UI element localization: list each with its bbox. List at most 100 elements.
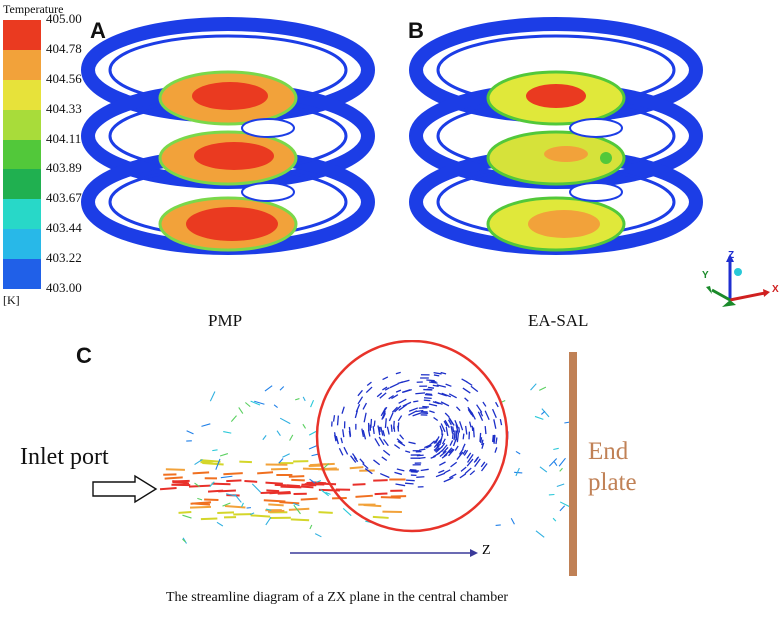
velocity-vector <box>471 425 474 431</box>
velocity-vector <box>467 406 473 414</box>
velocity-vector <box>459 473 467 479</box>
velocity-vector <box>211 482 231 486</box>
colorbar-tick-label: 403.67 <box>46 190 82 206</box>
velocity-vector <box>539 466 548 473</box>
velocity-vector <box>419 448 426 451</box>
velocity-vector <box>280 485 302 489</box>
velocity-vector <box>316 480 322 483</box>
velocity-vector <box>182 514 192 519</box>
velocity-vector <box>553 447 559 451</box>
streamline-diagram <box>92 340 577 576</box>
velocity-vector <box>279 386 285 391</box>
velocity-vector <box>450 461 458 468</box>
velocity-vector <box>209 391 216 402</box>
velocity-vector <box>363 504 382 508</box>
colorbar-segment <box>3 49 41 80</box>
velocity-vector <box>165 468 185 471</box>
colorbar-tick-label: 405.00 <box>46 11 82 26</box>
velocity-vector <box>340 437 344 444</box>
velocity-vector <box>352 483 366 486</box>
velocity-vector <box>553 461 558 466</box>
velocity-vector <box>399 434 405 440</box>
velocity-vector <box>552 517 557 522</box>
velocity-vector <box>365 386 373 394</box>
pmp-label: PMP <box>208 311 243 330</box>
velocity-vector <box>250 514 271 518</box>
velocity-vector <box>443 420 448 427</box>
velocity-vector <box>389 382 399 389</box>
colorbar-tick-label: 403.44 <box>46 220 82 236</box>
velocity-vector <box>197 497 203 501</box>
velocity-vector <box>309 478 316 484</box>
velocity-vector <box>495 524 501 526</box>
velocity-vector <box>394 471 403 476</box>
velocity-vector <box>372 515 389 519</box>
velocity-vector <box>465 381 473 386</box>
velocity-vector <box>335 435 339 445</box>
velocity-vector <box>436 443 442 449</box>
end-plate-label-line2: plate <box>588 469 637 496</box>
velocity-vector <box>215 458 221 470</box>
velocity-vector <box>404 482 414 485</box>
velocity-vector <box>318 511 333 514</box>
velocity-vector <box>395 483 406 487</box>
velocity-vector <box>462 449 467 455</box>
end-plate-label: End plate <box>588 436 637 498</box>
velocity-vector <box>455 424 459 434</box>
velocity-vector <box>444 469 451 474</box>
axis-label-y: Y <box>702 270 709 281</box>
velocity-vector <box>462 443 466 450</box>
velocity-vector <box>224 505 246 509</box>
velocity-vector <box>338 447 344 456</box>
velocity-vector <box>279 501 300 505</box>
velocity-vector <box>473 456 479 463</box>
velocity-vector <box>441 392 452 398</box>
velocity-vector <box>441 444 448 453</box>
velocity-vector <box>178 511 192 514</box>
velocity-vector <box>515 467 520 477</box>
figure-caption: The streamline diagram of a ZX plane in … <box>166 590 509 605</box>
velocity-vector <box>244 480 258 483</box>
velocity-vector <box>435 445 443 453</box>
velocity-vector <box>453 433 456 441</box>
velocity-vector <box>194 458 203 466</box>
velocity-vector <box>192 502 211 506</box>
velocity-vector <box>449 473 457 479</box>
velocity-vector <box>217 511 235 515</box>
velocity-vector <box>426 379 435 382</box>
colorbar-segment <box>3 109 41 140</box>
velocity-vector <box>465 425 468 435</box>
velocity-vector <box>448 418 454 425</box>
velocity-vector <box>495 437 498 445</box>
velocity-vector <box>164 476 183 480</box>
velocity-vector <box>386 426 390 435</box>
velocity-vector <box>548 458 558 467</box>
velocity-vector <box>460 466 467 472</box>
velocity-vector <box>254 400 265 405</box>
velocity-vector <box>448 393 457 399</box>
velocity-vector <box>289 434 294 441</box>
velocity-vector <box>470 385 479 393</box>
colorbar-segment <box>3 169 41 200</box>
velocity-vector <box>479 411 484 417</box>
velocity-vector <box>493 435 496 444</box>
velocity-vector <box>295 398 300 401</box>
velocity-vector <box>290 518 310 522</box>
velocity-vector <box>479 437 483 443</box>
velocity-vector <box>241 502 244 508</box>
velocity-vector <box>440 423 446 433</box>
panel-letter-b: B <box>408 18 424 43</box>
velocity-vector <box>394 405 402 413</box>
colorbar-tick-label: 403.89 <box>46 160 82 176</box>
colorbar-segment <box>3 229 41 260</box>
velocity-vector <box>495 401 499 408</box>
velocity-vector <box>437 392 448 397</box>
velocity-vector <box>251 483 262 493</box>
velocity-vector <box>477 411 484 421</box>
velocity-vector <box>430 455 436 459</box>
velocity-vector <box>401 389 411 393</box>
velocity-vector <box>469 470 476 476</box>
velocity-vector <box>249 512 255 516</box>
velocity-vector <box>541 408 550 418</box>
velocity-vector <box>491 408 497 419</box>
